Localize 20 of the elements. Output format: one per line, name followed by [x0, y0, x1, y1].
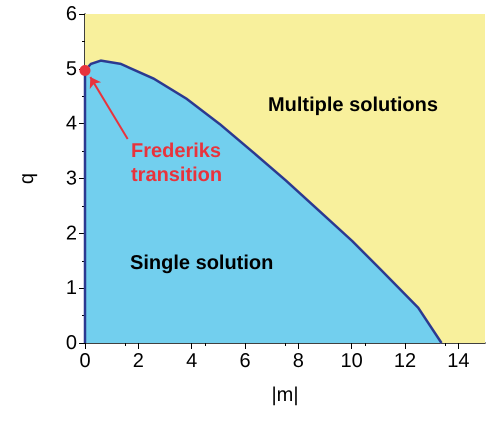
- y-axis-title: q: [16, 172, 38, 184]
- x-tick-label: 10: [340, 350, 363, 372]
- x-tick-label: 0: [79, 350, 91, 372]
- y-tick-label: 2: [66, 222, 77, 244]
- annotation: Multiple solutions: [268, 94, 438, 116]
- x-tick-label: 4: [186, 350, 198, 372]
- y-tick-label: 1: [66, 277, 77, 300]
- annotation: Frederiks transition: [131, 140, 222, 186]
- y-tick-label: 6: [66, 3, 77, 25]
- y-tick-label: 0: [66, 332, 77, 354]
- x-tick-label: 6: [239, 350, 251, 372]
- x-axis-title: |m|: [271, 384, 299, 406]
- x-tick-label: 14: [447, 350, 470, 372]
- y-tick-label: 4: [66, 112, 77, 135]
- x-tick-label: 8: [292, 350, 304, 372]
- x-tick-label: 2: [132, 350, 144, 372]
- y-tick-label: 3: [66, 168, 77, 190]
- x-tick-label: 12: [394, 350, 416, 372]
- y-tick-label: 5: [66, 58, 77, 80]
- annotation: Single solution: [130, 252, 274, 274]
